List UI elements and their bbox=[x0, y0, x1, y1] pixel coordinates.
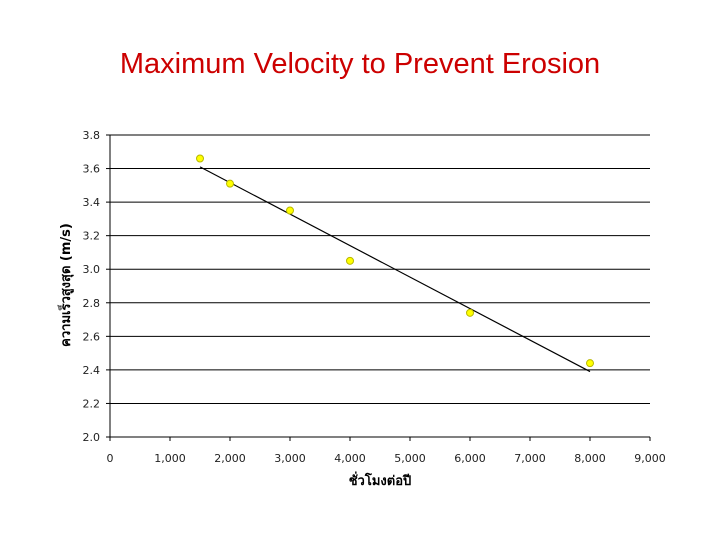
x-tick-label: 8,000 bbox=[574, 452, 606, 465]
y-tick-label: 2.6 bbox=[83, 330, 101, 343]
x-tick-label: 5,000 bbox=[394, 452, 426, 465]
x-tick-label: 9,000 bbox=[634, 452, 666, 465]
gridlines bbox=[110, 134, 650, 404]
data-point bbox=[466, 308, 474, 317]
tick-labels: 2.0 2.2 2.4 2.6 2.8 3.0 3.2 3.4 3.6 3.8 0 1,000 2,00… bbox=[83, 129, 666, 465]
x-tick-label: 3,000 bbox=[274, 452, 306, 465]
y-tick-label: 2.2 bbox=[83, 397, 101, 410]
y-tick-label: 3.8 bbox=[83, 129, 101, 142]
x-tick-label: 4,000 bbox=[334, 452, 366, 465]
data-point bbox=[196, 154, 204, 163]
x-tick-label: 0 bbox=[107, 452, 114, 465]
x-tick-label: 7,000 bbox=[514, 452, 546, 465]
x-tick-label: 2,000 bbox=[214, 452, 246, 465]
data-point bbox=[586, 359, 594, 368]
data-points bbox=[196, 154, 594, 368]
y-tick-label: 3.6 bbox=[83, 163, 101, 176]
data-point bbox=[226, 179, 234, 188]
y-axis-title: ความเร็วสูงสุด (m/s) bbox=[56, 223, 74, 347]
x-tick-label: 1,000 bbox=[154, 452, 186, 465]
x-axis-title: ชั่วโมงต่อปี bbox=[349, 471, 412, 489]
y-tick-label: 2.0 bbox=[83, 431, 101, 444]
y-tick-label: 2.8 bbox=[83, 297, 101, 310]
axes bbox=[106, 134, 651, 441]
y-tick-label: 2.4 bbox=[83, 364, 101, 377]
x-tick-label: 6,000 bbox=[454, 452, 486, 465]
y-tick-label: 3.4 bbox=[83, 196, 101, 209]
y-tick-label: 3.0 bbox=[83, 263, 101, 276]
data-point bbox=[346, 256, 354, 265]
chart-title: Maximum Velocity to Prevent Erosion bbox=[119, 48, 601, 80]
data-point bbox=[286, 206, 294, 215]
trendline bbox=[199, 166, 591, 373]
trendline-group bbox=[199, 166, 591, 373]
y-tick-label: 3.2 bbox=[83, 230, 101, 243]
